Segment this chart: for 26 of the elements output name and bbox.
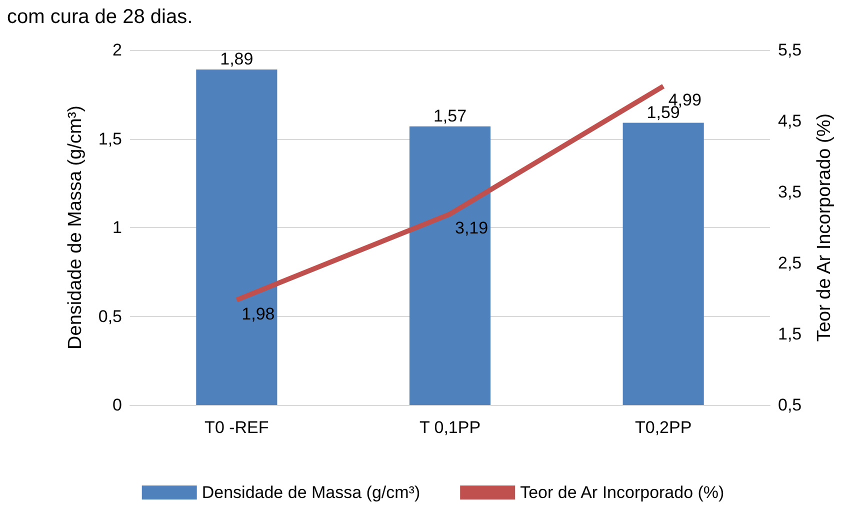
y-axis-title: Densidade de Massa (g/cm³) <box>65 106 86 350</box>
y2-tick-label: 4,5 <box>778 112 802 130</box>
y-tick-label: 0,5 <box>98 306 122 326</box>
y2-tick-label: 0,5 <box>778 396 802 414</box>
bar <box>622 122 704 405</box>
bar <box>409 126 491 405</box>
y2-tick-label: 1,5 <box>778 324 802 344</box>
x-tick-label: T0 -REF <box>204 418 269 437</box>
chart-title: com cura de 28 dias. <box>7 6 193 28</box>
y2-tick-label: 5,5 <box>778 40 802 60</box>
y-tick-label: 1,5 <box>98 129 122 148</box>
y-tick-label: 1 <box>112 218 122 237</box>
data-label: 1,98 <box>242 304 275 324</box>
y-tick-label: 2 <box>112 40 122 60</box>
data-label: 1,57 <box>433 106 467 126</box>
x-tick-label: T 0,1PP <box>419 418 481 437</box>
data-label: 1,89 <box>220 50 254 69</box>
y2-tick-label: 3,5 <box>778 182 802 202</box>
y-tick-label: 0 <box>112 396 122 414</box>
y2-axis-title: Teor de Ar Incorporado (%) <box>814 113 835 342</box>
legend-label: Densidade de Massa (g/cm³) <box>202 483 420 502</box>
x-tick-label: T0,2PP <box>634 418 692 437</box>
data-label: 3,19 <box>455 218 488 238</box>
bar <box>196 70 278 405</box>
y2-tick-label: 2,5 <box>778 254 802 272</box>
legend-label: Teor de Ar Incorporado (%) <box>520 483 724 502</box>
